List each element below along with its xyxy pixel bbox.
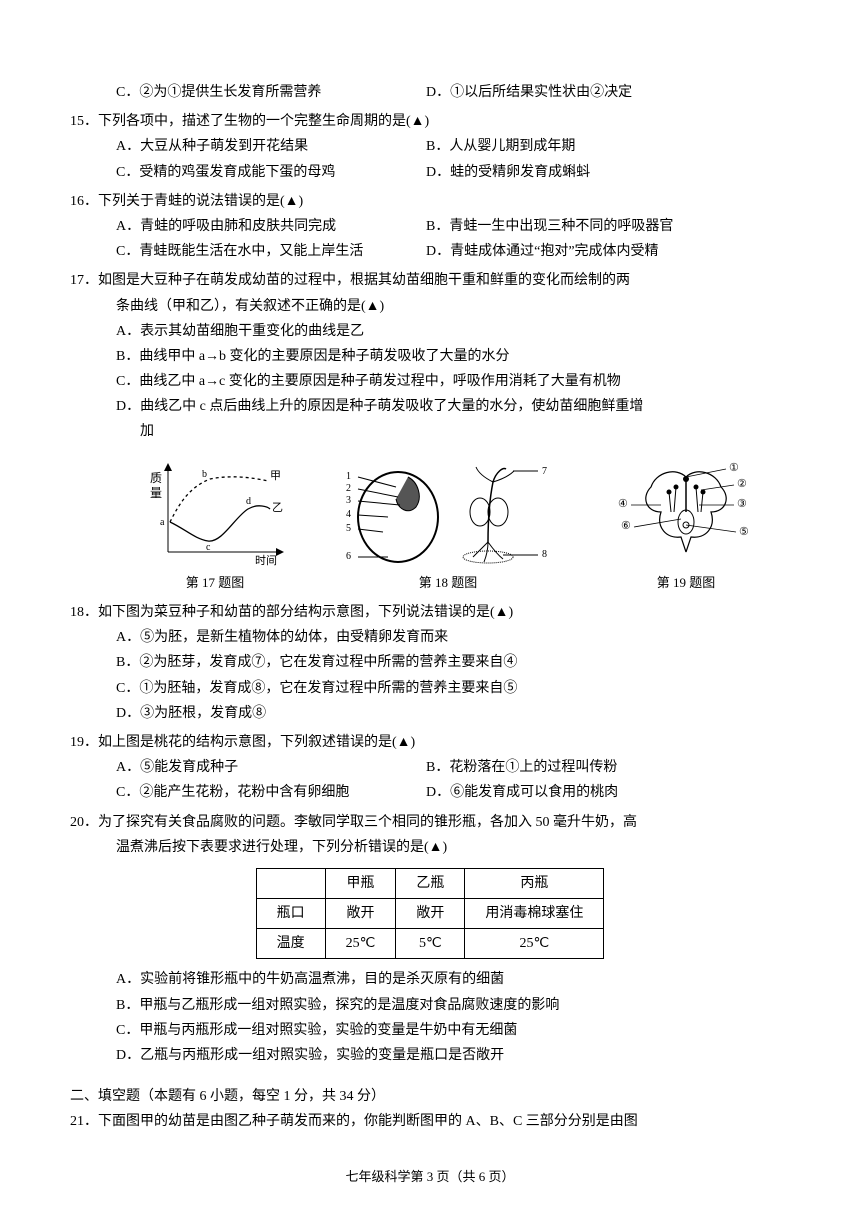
svg-text:6: 6 bbox=[346, 551, 351, 562]
svg-text:乙: 乙 bbox=[272, 501, 283, 514]
q18-c: C．①为胚轴，发育成⑧，它在发育过程中所需的营养主要来自⑤ bbox=[70, 676, 790, 701]
svg-text:7: 7 bbox=[542, 466, 547, 477]
q20-table: 甲瓶 乙瓶 丙瓶 瓶口 敞开 敞开 用消毒棉球塞住 温度 25℃ 5℃ 25℃ bbox=[256, 868, 605, 960]
q15: 15．下列各项中，描述了生物的一个完整生命周期的是(▲) A．大豆从种子萌发到开… bbox=[70, 109, 790, 185]
fig17-svg: 质 量 时间 甲 乙 a b c d bbox=[140, 457, 290, 567]
svg-text:d: d bbox=[246, 496, 251, 507]
svg-text:5: 5 bbox=[346, 523, 351, 534]
q20-stem2: 温煮沸后按下表要求进行处理，下列分析错误的是(▲) bbox=[70, 835, 790, 860]
q19-a: A．⑤能发育成种子 bbox=[116, 755, 426, 780]
q16-b: B．青蛙一生中出现三种不同的呼吸器官 bbox=[426, 214, 790, 239]
q15-a: A．大豆从种子萌发到开花结果 bbox=[116, 134, 426, 159]
q17-stem1: 17．如图是大豆种子在萌发成幼苗的过程中，根据其幼苗细胞干重和鲜重的变化而绘制的… bbox=[70, 268, 790, 293]
q16-c: C．青蛙既能生活在水中，又能上岸生活 bbox=[116, 239, 426, 264]
q20-a: A．实验前将锥形瓶中的牛奶高温煮沸，目的是杀灭原有的细菌 bbox=[70, 967, 790, 992]
q20-b: B．甲瓶与乙瓶形成一组对照实验，探究的是温度对食品腐败速度的影响 bbox=[70, 993, 790, 1018]
fig18-svg: 1 2 3 4 5 6 7 8 bbox=[338, 457, 558, 567]
q21-stem: 21．下面图甲的幼苗是由图乙种子萌发而来的，你能判断图甲的 A、B、C 三部分分… bbox=[70, 1109, 790, 1134]
q20-d: D．乙瓶与丙瓶形成一组对照实验，实验的变量是瓶口是否敞开 bbox=[70, 1043, 790, 1068]
q21: 21．下面图甲的幼苗是由图乙种子萌发而来的，你能判断图甲的 A、B、C 三部分分… bbox=[70, 1109, 790, 1134]
svg-text:②: ② bbox=[737, 478, 747, 490]
svg-text:质: 质 bbox=[150, 471, 162, 485]
q16-stem: 16．下列关于青蛙的说法错误的是(▲) bbox=[70, 189, 790, 214]
section-2-title: 二、填空题（本题有 6 小题，每空 1 分，共 34 分） bbox=[70, 1084, 790, 1109]
svg-text:b: b bbox=[202, 469, 207, 480]
fig17-caption: 第 17 题图 bbox=[140, 571, 290, 594]
q17-c: C．曲线乙中 a→c 变化的主要原因是种子萌发过程中，呼吸作用消耗了大量有机物 bbox=[70, 369, 790, 394]
q16: 16．下列关于青蛙的说法错误的是(▲) A．青蛙的呼吸由肺和皮肤共同完成 B．青… bbox=[70, 189, 790, 265]
q17-a: A．表示其幼苗细胞干重变化的曲线是乙 bbox=[70, 319, 790, 344]
svg-text:③: ③ bbox=[737, 498, 747, 510]
q17-d1: D．曲线乙中 c 点后曲线上升的原因是种子萌发吸收了大量的水分，使幼苗细胞鲜重增 bbox=[70, 394, 790, 419]
svg-text:c: c bbox=[206, 542, 211, 553]
fig18-caption: 第 18 题图 bbox=[338, 571, 558, 594]
figure-row: 质 量 时间 甲 乙 a b c d 第 17 题图 1 2 3 4 5 6 bbox=[70, 457, 790, 594]
q19-b: B．花粉落在①上的过程叫传粉 bbox=[426, 755, 790, 780]
q19-stem: 19．如上图是桃花的结构示意图，下列叙述错误的是(▲) bbox=[70, 730, 790, 755]
svg-text:3: 3 bbox=[346, 495, 351, 506]
fig19: ① ② ③ ④ ⑤ ⑥ 第 19 题图 bbox=[606, 457, 766, 594]
page-footer: 七年级科学第 3 页（共 6 页） bbox=[70, 1165, 790, 1188]
svg-text:1: 1 bbox=[346, 471, 351, 482]
q18-a: A．⑤为胚，是新生植物体的幼体，由受精卵发育而来 bbox=[70, 625, 790, 650]
q19: 19．如上图是桃花的结构示意图，下列叙述错误的是(▲) A．⑤能发育成种子 B．… bbox=[70, 730, 790, 806]
fig19-svg: ① ② ③ ④ ⑤ ⑥ bbox=[606, 457, 766, 567]
q15-d: D．蛙的受精卵发育成蝌蚪 bbox=[426, 160, 790, 185]
q18-stem: 18．如下图为菜豆种子和幼苗的部分结构示意图，下列说法错误的是(▲) bbox=[70, 600, 790, 625]
svg-text:8: 8 bbox=[542, 549, 547, 560]
svg-text:4: 4 bbox=[346, 509, 351, 520]
q14-c: C．②为①提供生长发育所需营养 bbox=[116, 80, 426, 105]
q19-c: C．②能产生花粉，花粉中含有卵细胞 bbox=[116, 780, 426, 805]
svg-text:甲: 甲 bbox=[270, 470, 281, 482]
svg-text:⑤: ⑤ bbox=[739, 526, 749, 538]
q17-d2: 加 bbox=[70, 419, 790, 444]
q15-b: B．人从婴儿期到成年期 bbox=[426, 134, 790, 159]
svg-text:2: 2 bbox=[346, 483, 351, 494]
q18-b: B．②为胚芽，发育成⑦，它在发育过程中所需的营养主要来自④ bbox=[70, 650, 790, 675]
q20-c: C．甲瓶与丙瓶形成一组对照实验，实验的变量是牛奶中有无细菌 bbox=[70, 1018, 790, 1043]
q17: 17．如图是大豆种子在萌发成幼苗的过程中，根据其幼苗细胞干重和鲜重的变化而绘制的… bbox=[70, 268, 790, 444]
q15-stem: 15．下列各项中，描述了生物的一个完整生命周期的是(▲) bbox=[70, 109, 790, 134]
q17-stem2: 条曲线（甲和乙），有关叙述不正确的是(▲) bbox=[70, 294, 790, 319]
q18-d: D．③为胚根，发育成⑧ bbox=[70, 701, 790, 726]
svg-text:a: a bbox=[160, 517, 165, 528]
svg-text:量: 量 bbox=[150, 486, 162, 500]
q20-stem1: 20．为了探究有关食品腐败的问题。李敏同学取三个相同的锥形瓶，各加入 50 毫升… bbox=[70, 810, 790, 835]
svg-text:⑥: ⑥ bbox=[621, 520, 631, 532]
svg-text:①: ① bbox=[729, 462, 739, 474]
q16-a: A．青蛙的呼吸由肺和皮肤共同完成 bbox=[116, 214, 426, 239]
svg-text:④: ④ bbox=[618, 498, 628, 510]
q15-c: C．受精的鸡蛋发育成能下蛋的母鸡 bbox=[116, 160, 426, 185]
fig18: 1 2 3 4 5 6 7 8 第 18 题图 bbox=[338, 457, 558, 594]
q19-d: D．⑥能发育成可以食用的桃肉 bbox=[426, 780, 790, 805]
fig17: 质 量 时间 甲 乙 a b c d 第 17 题图 bbox=[140, 457, 290, 594]
q20: 20．为了探究有关食品腐败的问题。李敏同学取三个相同的锥形瓶，各加入 50 毫升… bbox=[70, 810, 790, 1069]
q17-b: B．曲线甲中 a→b 变化的主要原因是种子萌发吸收了大量的水分 bbox=[70, 344, 790, 369]
fig19-caption: 第 19 题图 bbox=[606, 571, 766, 594]
svg-text:时间: 时间 bbox=[255, 554, 277, 567]
q16-d: D．青蛙成体通过“抱对”完成体内受精 bbox=[426, 239, 790, 264]
q18: 18．如下图为菜豆种子和幼苗的部分结构示意图，下列说法错误的是(▲) A．⑤为胚… bbox=[70, 600, 790, 726]
q14-d: D．①以后所结果实性状由②决定 bbox=[426, 80, 790, 105]
q14-cd-row: C．②为①提供生长发育所需营养 D．①以后所结果实性状由②决定 bbox=[70, 80, 790, 105]
